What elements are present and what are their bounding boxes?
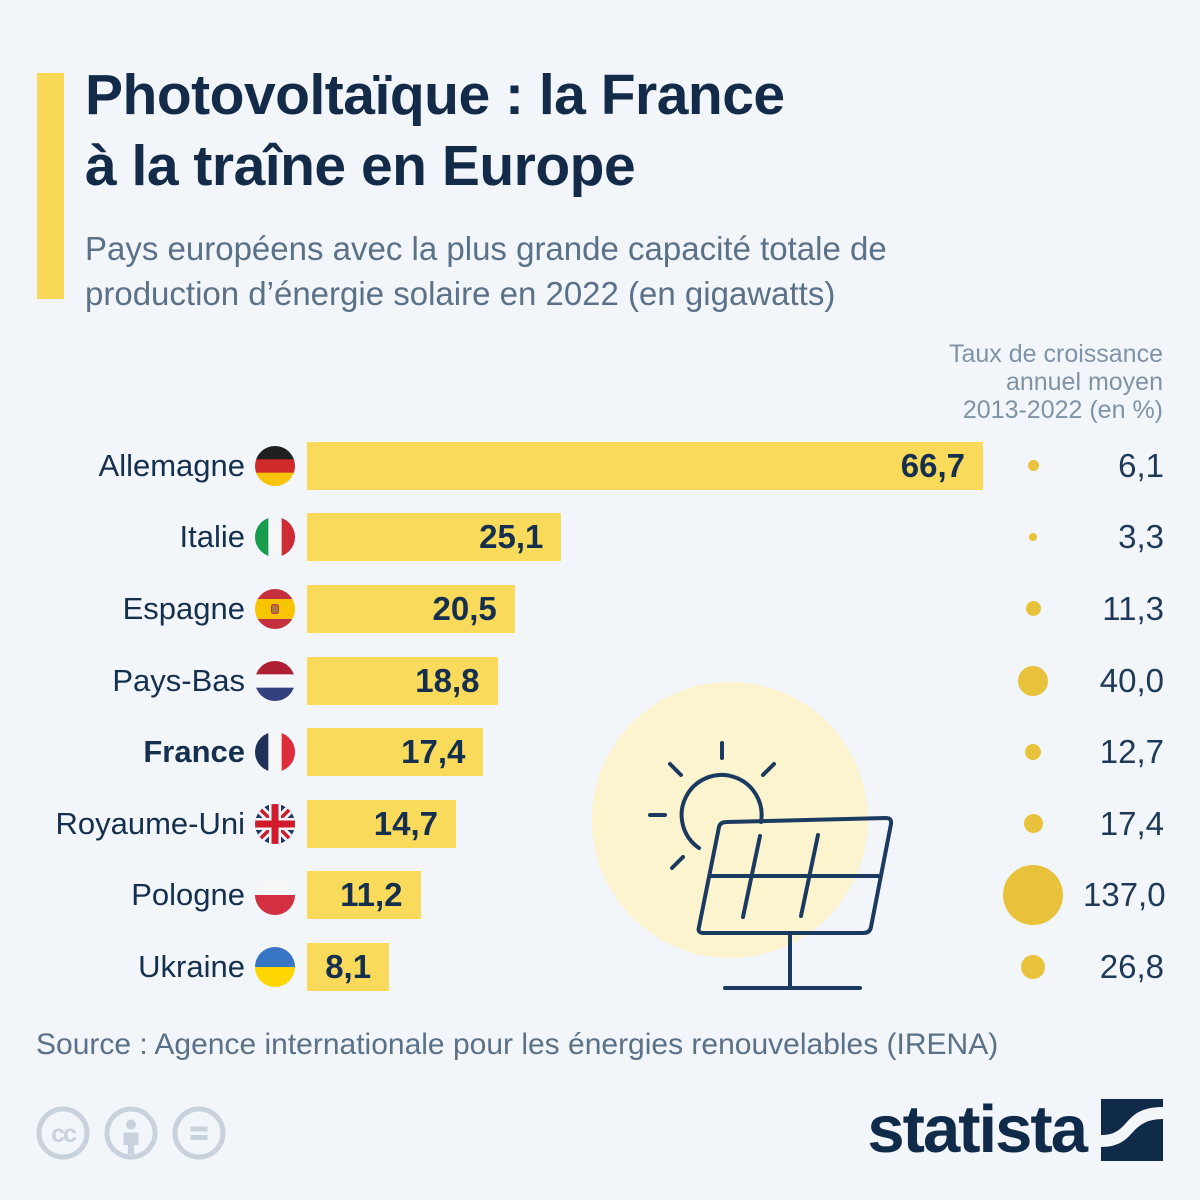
creative-commons-icon[interactable]: cc <box>36 1106 90 1160</box>
capacity-value: 66,7 <box>900 446 965 484</box>
title-accent-bar <box>37 73 64 299</box>
growth-dot <box>1018 665 1048 696</box>
france-flag-icon <box>255 732 295 773</box>
growth-dot <box>1027 460 1039 472</box>
capacity-bar: 17,4 <box>307 728 484 777</box>
germany-flag-icon <box>255 445 295 486</box>
chart-row: Espagne 20,5 11,3 <box>36 573 1164 645</box>
spain-flag-icon <box>255 588 295 629</box>
source-line: Source : Agence internationale pour les … <box>36 1028 999 1061</box>
chart-row: Ukraine 8,1 26,8 <box>36 931 1164 1003</box>
chart-row: Pays-Bas 18,8 40,0 <box>36 645 1164 717</box>
dot-cell <box>983 865 1083 926</box>
capacity-value: 17,4 <box>401 733 466 771</box>
growth-dot <box>1023 814 1043 834</box>
dot-cell <box>983 814 1083 834</box>
growth-value: 6,1 <box>1118 446 1164 484</box>
growth-value: 17,4 <box>1099 804 1164 842</box>
poland-flag-icon <box>255 875 295 916</box>
license-icons[interactable]: cc <box>36 1106 226 1160</box>
statista-wordmark: statista <box>867 1092 1088 1167</box>
chart-row: Italie 25,1 3,3 <box>36 502 1164 574</box>
country-label: Allemagne <box>98 447 245 483</box>
growth-value: 26,8 <box>1099 947 1164 985</box>
growth-column-header: Taux de croissance annuel moyen 2013-202… <box>948 340 1163 424</box>
netherlands-flag-icon <box>255 660 295 701</box>
bar-track: 25,1 <box>307 513 983 562</box>
dot-cell <box>983 601 1083 617</box>
dot-cell <box>983 460 1083 472</box>
no-derivatives-icon[interactable] <box>172 1106 226 1160</box>
bar-track: 20,5 <box>307 584 983 633</box>
statista-logo[interactable]: statista <box>867 1096 1163 1163</box>
statista-logo-icon <box>1101 1098 1163 1161</box>
page-subtitle: Pays européens avec la plus grande capac… <box>85 230 887 312</box>
growth-dot <box>1029 533 1037 542</box>
country-label: Ukraine <box>138 948 245 984</box>
growth-value: 3,3 <box>1118 518 1164 556</box>
country-label: France <box>143 734 245 770</box>
chart-row: Royaume-Uni 14,7 17,4 <box>36 788 1164 860</box>
united-kingdom-flag-icon <box>255 803 295 844</box>
growth-dot <box>1003 865 1063 926</box>
country-label: Espagne <box>122 590 245 626</box>
capacity-bar: 66,7 <box>307 441 983 490</box>
capacity-value: 20,5 <box>432 589 497 627</box>
chart-row: Allemagne 66,7 6,1 <box>36 430 1164 502</box>
capacity-value: 11,2 <box>340 876 403 914</box>
attribution-icon[interactable] <box>104 1106 158 1160</box>
chart-row: Pologne 11,2 137,0 <box>36 860 1166 932</box>
capacity-bar: 14,7 <box>307 799 456 848</box>
bar-track: 66,7 <box>307 441 983 490</box>
capacity-bar: 11,2 <box>307 871 421 920</box>
italy-flag-icon <box>255 517 295 558</box>
chart-row: France 17,4 12,7 <box>36 716 1164 788</box>
growth-dot <box>1021 954 1045 979</box>
capacity-bar: 8,1 <box>307 942 390 991</box>
dot-cell <box>983 954 1083 979</box>
bar-track: 14,7 <box>307 799 983 848</box>
country-label: Italie <box>179 519 245 555</box>
dot-cell <box>983 533 1083 542</box>
growth-dot <box>1025 601 1041 617</box>
capacity-value: 8,1 <box>325 947 372 985</box>
capacity-bar: 20,5 <box>307 584 515 633</box>
country-label: Pologne <box>131 877 245 913</box>
capacity-value: 18,8 <box>415 661 480 699</box>
bar-track: 18,8 <box>307 656 983 705</box>
country-label: Pays-Bas <box>112 662 245 698</box>
capacity-bar: 18,8 <box>307 656 498 705</box>
capacity-value: 25,1 <box>479 518 544 556</box>
bar-track: 8,1 <box>307 942 983 991</box>
bar-track: 11,2 <box>307 871 983 920</box>
capacity-bar: 25,1 <box>307 513 562 562</box>
dot-cell <box>983 665 1083 696</box>
growth-dot <box>1025 744 1041 761</box>
growth-value: 11,3 <box>1102 589 1164 627</box>
growth-value: 137,0 <box>1083 876 1166 914</box>
growth-value: 12,7 <box>1099 733 1164 771</box>
ukraine-flag-icon <box>255 946 295 987</box>
country-label: Royaume-Uni <box>55 805 245 841</box>
page-title: Photovoltaïque : la France à la traîne e… <box>85 63 785 198</box>
bar-chart: Allemagne 66,7 6,1 Italie 25,1 3, <box>36 430 1166 1003</box>
solar-panel-illustration-icon <box>592 682 894 990</box>
bar-track: 17,4 <box>307 728 983 777</box>
growth-value: 40,0 <box>1099 661 1164 699</box>
svg-text:cc: cc <box>51 1120 77 1148</box>
dot-cell <box>983 744 1083 761</box>
capacity-value: 14,7 <box>373 804 438 842</box>
